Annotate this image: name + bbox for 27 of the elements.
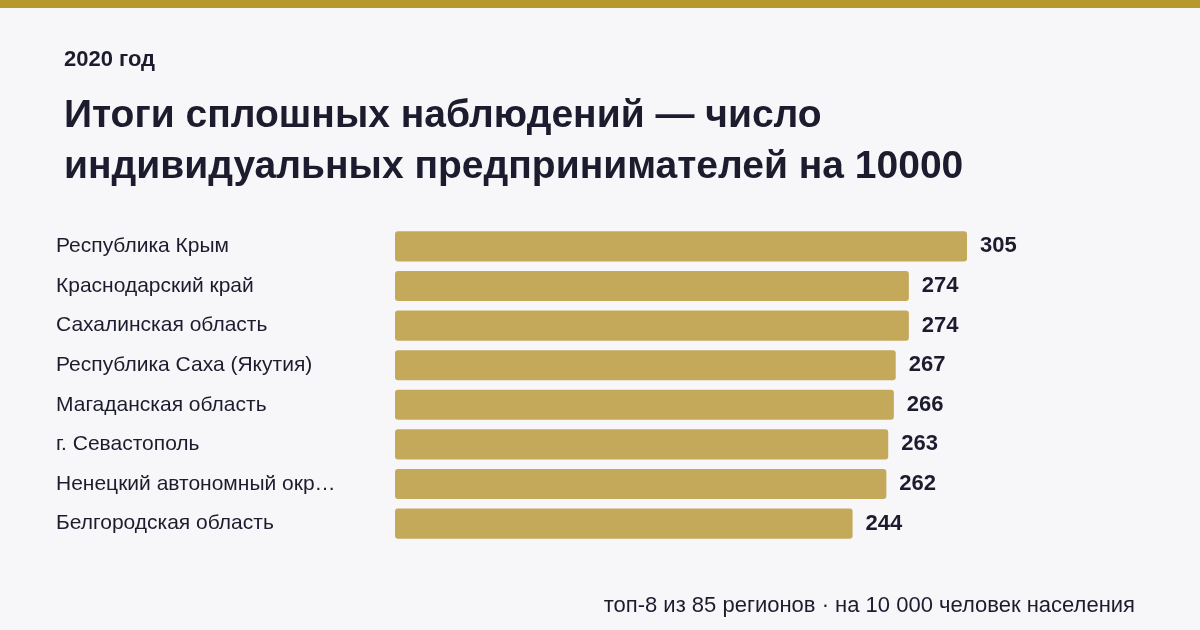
bar <box>395 231 967 262</box>
text: 2020 год <box>64 46 156 72</box>
y-tick-label: Магаданская область <box>56 391 267 415</box>
y-tick-label: Республика Крым <box>56 233 230 257</box>
data-label: 267 <box>908 351 946 377</box>
y-tick-label: Белгородская область <box>56 510 274 534</box>
data-label: 266 <box>906 390 944 416</box>
data-label: 244 <box>865 509 904 535</box>
bar <box>395 270 909 302</box>
bar <box>395 389 894 420</box>
bar <box>395 508 853 539</box>
y-tick-label: Краснодарский край <box>56 272 254 296</box>
y-tick-label: Сахалинская область <box>56 312 268 336</box>
data-label: 274 <box>921 311 960 337</box>
chart-title: Итоги сплошных наблюдений — число индивидуальных предпринимателей на 10000 <box>64 91 965 188</box>
y-tick-label: г. Севастополь <box>56 431 200 455</box>
data-label: 274 <box>921 272 960 298</box>
data-label: 305 <box>980 232 1017 258</box>
data-label: 262 <box>899 470 937 496</box>
bar <box>395 310 909 341</box>
text: топ-8 из 85 регионов · на 10 000 человек населения <box>603 592 1135 618</box>
data-label: 263 <box>901 430 938 456</box>
bar <box>395 350 896 381</box>
bar <box>395 429 889 460</box>
y-tick-label: Ненецкий автономный окр… <box>56 470 336 494</box>
y-tick-label: Республика Саха (Якутия) <box>56 352 313 375</box>
bar <box>395 468 887 500</box>
